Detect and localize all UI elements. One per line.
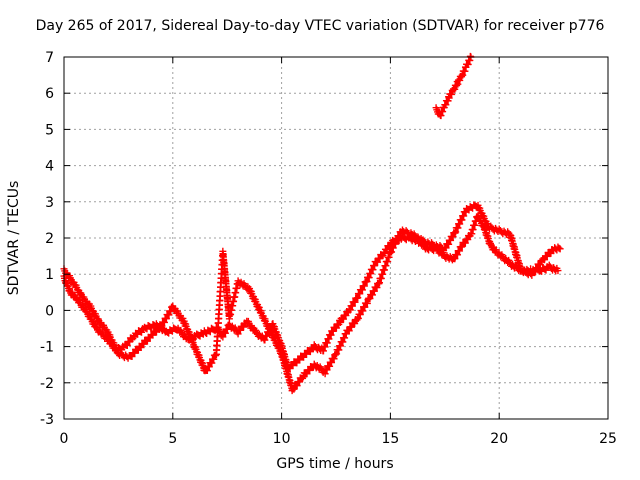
x-axis-ticks: 0 5 10 15 20 25 (60, 57, 617, 447)
y-tick-label: 4 (45, 159, 54, 175)
data-point (528, 271, 536, 279)
data-point (234, 330, 242, 338)
data-point (531, 268, 539, 276)
x-axis-label: GPS time / hours (276, 456, 394, 472)
data-point (290, 385, 298, 393)
data-point (536, 261, 544, 269)
y-tick-label: 0 (45, 303, 54, 319)
data-point (295, 378, 303, 386)
data-point (123, 341, 131, 349)
data-point (461, 239, 469, 247)
data-point (556, 245, 564, 253)
data-point (348, 323, 356, 331)
y-tick-label: 5 (45, 122, 54, 138)
x-tick-label: 10 (273, 431, 291, 447)
y-axis-ticks: -3 -2 -1 0 1 2 3 4 5 6 7 (40, 50, 608, 428)
y-tick-label: 7 (45, 50, 54, 66)
y-axis-label: SDTVAR / TECUs (6, 180, 22, 296)
data-point (236, 326, 244, 334)
chart-title: Day 265 of 2017, Sidereal Day-to-day VTE… (35, 18, 605, 34)
x-tick-label: 20 (490, 431, 508, 447)
data-point (376, 255, 384, 263)
y-tick-label: 2 (45, 231, 54, 247)
y-tick-label: -2 (40, 376, 54, 392)
x-tick-label: 25 (599, 431, 617, 447)
y-tick-label: -1 (40, 340, 54, 356)
data-point (345, 327, 353, 335)
data-point (126, 338, 134, 346)
y-tick-label: 1 (45, 267, 54, 283)
grid (64, 57, 608, 419)
data-point (351, 320, 359, 328)
data-point (374, 258, 382, 266)
data-point (332, 324, 340, 332)
x-tick-label: 0 (60, 431, 69, 447)
y-tick-label: 3 (45, 195, 54, 211)
x-tick-label: 15 (381, 431, 399, 447)
x-tick-label: 5 (168, 431, 177, 447)
data-point (336, 318, 344, 326)
y-tick-label: -3 (40, 412, 54, 428)
data-point (342, 312, 350, 320)
data-point (533, 264, 541, 272)
data-point (554, 267, 562, 275)
y-tick-label: 6 (45, 86, 54, 102)
data-point (464, 236, 472, 244)
data-point (340, 315, 348, 323)
data-point (329, 327, 337, 335)
data-point (458, 242, 466, 250)
data-point (293, 382, 301, 390)
data-point (240, 323, 248, 331)
data-points (60, 52, 564, 395)
